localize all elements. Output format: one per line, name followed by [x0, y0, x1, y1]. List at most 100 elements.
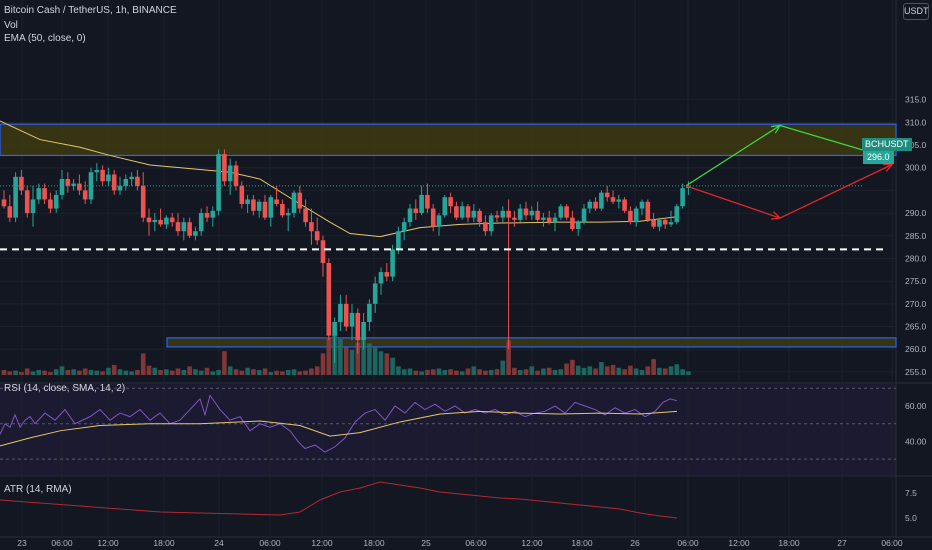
time-tick-label: 18:00 — [571, 538, 593, 548]
time-tick-label: 06:00 — [881, 538, 903, 548]
candle-body — [477, 210, 482, 223]
candle-body — [129, 176, 134, 180]
time-tick-label: 26 — [630, 538, 640, 548]
volume-bar — [500, 360, 506, 375]
candle-body — [146, 217, 152, 223]
candle-body — [216, 154, 221, 211]
volume-bar — [529, 366, 535, 375]
candle-body — [436, 215, 442, 227]
price-tick-label: 265.0 — [905, 322, 927, 332]
candle-body — [65, 179, 71, 186]
volume-bar — [181, 369, 187, 375]
volume-bar — [77, 370, 82, 375]
candle-body — [512, 217, 517, 220]
candle-body — [384, 272, 390, 277]
volume-bar — [622, 369, 627, 375]
candle-body — [256, 201, 262, 211]
candle-body — [552, 217, 558, 223]
candle-body — [558, 206, 564, 218]
volume-bar — [24, 368, 30, 375]
currency-selector-button[interactable]: USDT — [903, 3, 929, 20]
volume-bar — [390, 357, 395, 375]
volume-bar — [587, 366, 593, 375]
volume-bar — [94, 370, 100, 375]
candle-body — [372, 283, 378, 304]
candle-body — [419, 194, 424, 214]
volume-bar — [483, 370, 488, 375]
volume-bar — [187, 366, 192, 375]
candle-body — [42, 188, 47, 200]
candle-body — [24, 190, 30, 214]
candle-body — [610, 197, 616, 202]
volume-bar — [251, 369, 256, 375]
candle-body — [280, 204, 285, 216]
candle-body — [100, 169, 105, 182]
candle-body — [593, 201, 598, 209]
rsi-tick-label: 40.00 — [905, 436, 927, 446]
time-tick-label: 27 — [837, 538, 847, 548]
candle-body — [599, 192, 604, 209]
volume-bar — [523, 369, 529, 375]
price-tick-label: 275.0 — [905, 276, 927, 286]
volume-bar — [680, 369, 685, 375]
candle-body — [657, 219, 662, 227]
volume-bar — [82, 368, 88, 375]
candle-body — [187, 222, 192, 236]
volume-bar — [210, 371, 216, 375]
price-tag-symbol: BCHUSDT — [862, 138, 912, 151]
candle-body — [587, 201, 593, 209]
candle-body — [349, 312, 355, 327]
candle-body — [367, 303, 372, 322]
candle-body — [13, 176, 18, 218]
volume-bar — [372, 347, 378, 375]
candle-body — [152, 219, 158, 223]
time-tick-label: 25 — [421, 538, 431, 548]
volume-bar — [599, 362, 604, 375]
volume-bar — [117, 369, 123, 375]
price-tag-value: 296.0 — [863, 151, 894, 164]
atr-tick-label: 5.0 — [905, 513, 917, 523]
price-tick-label: 315.0 — [905, 95, 927, 105]
candle-body — [448, 197, 453, 207]
rsi-pane-background — [0, 384, 896, 475]
volume-bar — [651, 359, 656, 375]
candle-body — [30, 199, 36, 214]
volume-bar — [193, 369, 198, 375]
volume-bar — [488, 369, 494, 375]
candle-body — [535, 210, 540, 220]
volume-bar — [407, 368, 413, 375]
volume-bar — [326, 337, 332, 375]
atr-label: ATR (14, RMA) — [4, 484, 72, 495]
candle-body — [77, 183, 82, 191]
candle-body — [94, 169, 100, 173]
candle-body — [274, 199, 279, 204]
volume-bar — [343, 347, 349, 375]
rsi-label: RSI (14, close, SMA, 14, 2) — [4, 383, 126, 394]
atr-pane[interactable] — [0, 481, 678, 519]
bearish-projection-arrow-arrowhead — [882, 163, 894, 172]
candle-body — [19, 176, 24, 191]
volume-bar — [123, 370, 129, 375]
volume-bar — [668, 366, 674, 375]
candle-body — [1, 199, 7, 207]
bullish-projection-arrow-arrowhead — [770, 124, 782, 134]
axes: 315.0310.0305.0300.0290.0285.0280.0275.0… — [17, 95, 926, 548]
candle-body — [193, 231, 198, 236]
volume-bar — [633, 368, 639, 375]
time-tick-label: 24 — [214, 538, 224, 548]
drawings-overlay[interactable] — [0, 124, 894, 251]
supply-demand-zones[interactable] — [0, 123, 897, 348]
rsi-pane[interactable] — [0, 394, 678, 453]
volume-bar — [140, 353, 146, 375]
volume-bar — [135, 369, 140, 375]
price-candles[interactable] — [0, 120, 691, 363]
volume-bar — [674, 364, 680, 375]
candle-body — [111, 174, 117, 191]
volume-bar — [256, 369, 262, 375]
candle-body — [158, 219, 163, 225]
supply-zone — [0, 123, 897, 157]
volume-bar — [42, 370, 47, 375]
candle-body — [668, 222, 674, 225]
volume-bar — [198, 370, 204, 375]
